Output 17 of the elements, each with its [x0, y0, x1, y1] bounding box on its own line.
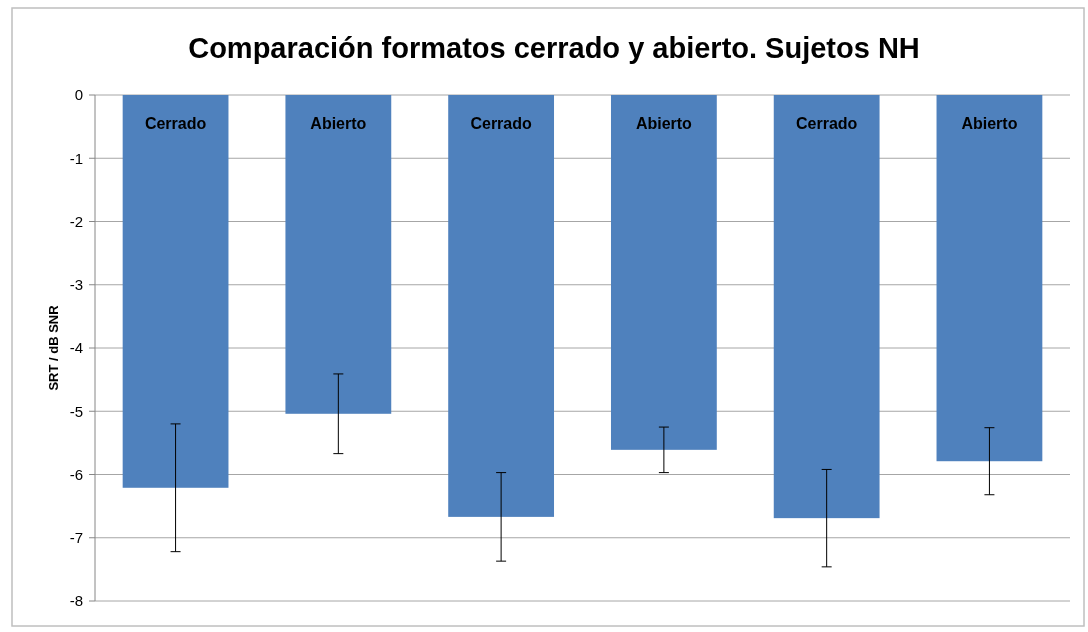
x-tick-label: Abierto: [310, 115, 367, 132]
x-tick-label: Cerrado: [144, 115, 207, 132]
y-tick-label: -2: [69, 212, 83, 230]
y-tick-label: -1: [69, 149, 83, 167]
x-tick-label: Abierto: [635, 115, 693, 132]
y-tick-label: -6: [69, 465, 83, 483]
x-tick-label: Cerrado: [470, 115, 533, 132]
chart-title: Comparación formatos cerrado y abierto. Sujetos NH: [188, 32, 920, 64]
y-tick-label: -4: [69, 339, 83, 357]
y-tick-label: 0: [74, 86, 83, 104]
y-tick-label: -7: [69, 529, 83, 546]
y-tick-label: -3: [69, 276, 83, 293]
y-tick-label: -8: [69, 592, 83, 610]
x-tick-label: Abierto: [961, 115, 1018, 132]
y-tick-label: -5: [69, 402, 83, 420]
y-axis-title: SRT / dB SNR: [46, 304, 61, 391]
x-tick-label: Cerrado: [795, 115, 858, 132]
